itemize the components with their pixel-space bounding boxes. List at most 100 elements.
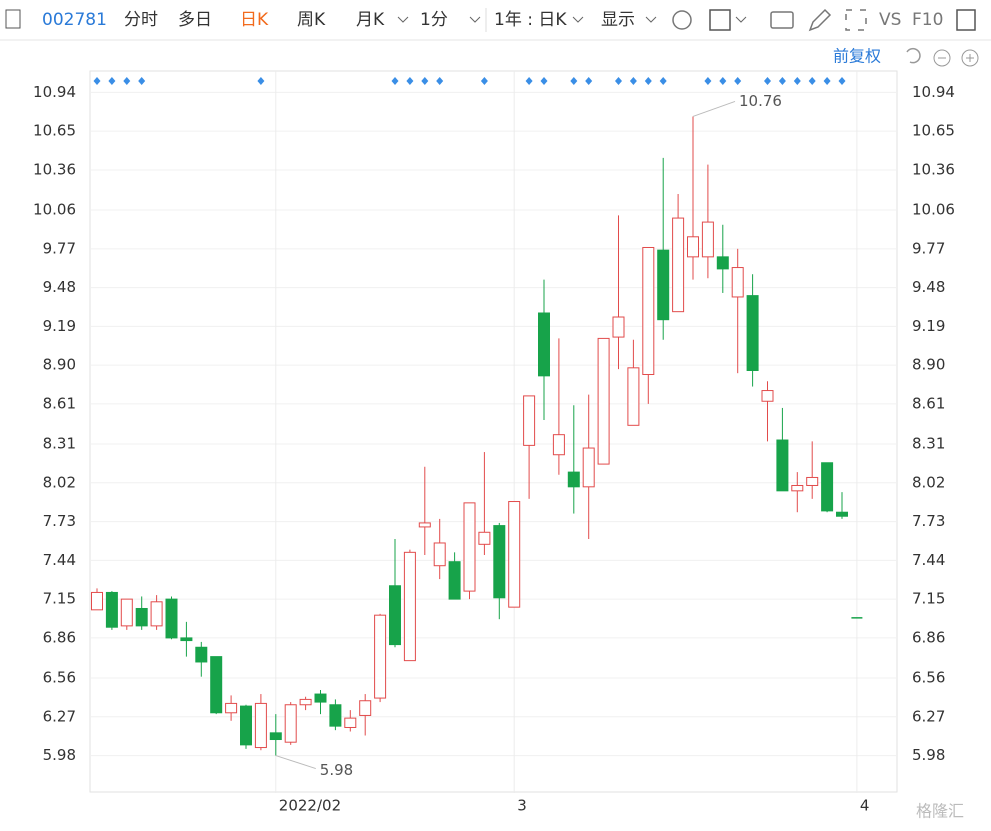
y-tick-label: 7.15 xyxy=(43,590,76,608)
tab[interactable]: 显示 xyxy=(601,10,635,30)
y-tick-label: 5.98 xyxy=(43,746,76,764)
candle-body xyxy=(627,367,640,426)
tab[interactable]: 分时 xyxy=(124,10,158,30)
candle-body xyxy=(672,217,685,313)
y-tick-label: 8.31 xyxy=(43,435,76,453)
y-tick-label: 9.48 xyxy=(43,278,76,296)
y-tick-label: 10.06 xyxy=(33,201,76,219)
candle-body xyxy=(180,637,193,642)
event-marker xyxy=(123,77,131,85)
dropdown-arrow xyxy=(397,16,409,23)
checkbox-icon[interactable] xyxy=(709,9,731,31)
candle-body xyxy=(105,591,118,628)
camera-icon[interactable] xyxy=(770,11,794,29)
event-marker xyxy=(629,77,637,85)
candle-body xyxy=(701,221,714,258)
event-marker xyxy=(570,77,578,85)
vs-button[interactable]: VS xyxy=(879,10,901,30)
y-tick-label-right: 10.06 xyxy=(912,201,955,219)
y-tick-label-right: 8.90 xyxy=(912,356,945,374)
stock-code[interactable]: 002781 xyxy=(42,10,107,30)
candle-body xyxy=(269,732,282,741)
candle-body xyxy=(776,439,789,492)
y-tick-label-right: 8.31 xyxy=(912,435,945,453)
adjust-button[interactable]: 前复权 xyxy=(833,47,881,66)
tab-active[interactable]: 日K xyxy=(240,10,269,30)
event-marker xyxy=(525,77,533,85)
fullscreen-icon[interactable] xyxy=(845,9,867,31)
x-tick-label: 3 xyxy=(517,797,527,815)
candle-body xyxy=(642,246,655,376)
candle-body xyxy=(806,476,819,486)
zoom-out-icon[interactable] xyxy=(933,49,951,67)
y-tick-label-right: 7.15 xyxy=(912,590,945,608)
candle-body xyxy=(403,551,416,662)
y-tick-label-right: 9.48 xyxy=(912,278,945,296)
candle-body xyxy=(731,267,744,298)
tab[interactable]: 1年 : 日K xyxy=(494,10,567,30)
event-marker xyxy=(793,77,801,85)
tab[interactable]: 月K xyxy=(356,10,385,30)
candle-body xyxy=(165,598,178,639)
annotation: 5.98 xyxy=(320,761,353,779)
event-marker xyxy=(421,77,429,85)
event-marker xyxy=(644,77,652,85)
annotation-leader xyxy=(275,755,316,770)
y-tick-label-right: 10.36 xyxy=(912,160,955,178)
candle-body xyxy=(523,395,536,446)
event-marker xyxy=(257,77,265,85)
zoom-in-icon xyxy=(966,54,974,62)
y-tick-label-right: 6.27 xyxy=(912,707,945,725)
tab[interactable]: 1分 xyxy=(420,10,448,30)
zoom-in-icon[interactable] xyxy=(961,49,979,67)
y-tick-label-right: 8.02 xyxy=(912,473,945,491)
candle-body xyxy=(582,447,595,488)
tab[interactable]: 多日 xyxy=(178,10,212,30)
candle-body xyxy=(329,704,342,727)
dropdown-arrow xyxy=(645,16,657,23)
draw-icon[interactable] xyxy=(808,8,832,32)
watermark: 格隆汇 xyxy=(916,802,964,821)
event-marker xyxy=(764,77,771,85)
y-tick-label-right: 7.73 xyxy=(912,512,945,530)
candle-body xyxy=(567,471,580,488)
candle-body xyxy=(657,249,670,321)
candle-body xyxy=(135,607,148,627)
dropdown-arrow xyxy=(735,16,747,23)
sidebar-icon[interactable] xyxy=(5,9,21,29)
candle-body xyxy=(120,598,133,627)
event-marker xyxy=(778,77,786,85)
event-marker xyxy=(391,77,399,85)
event-marker xyxy=(436,77,444,85)
candle-body xyxy=(791,484,804,492)
candle-body xyxy=(359,700,372,716)
event-marker xyxy=(93,77,101,85)
tab[interactable]: 周K xyxy=(297,10,326,30)
event-marker xyxy=(838,77,846,85)
event-marker xyxy=(659,77,667,85)
y-tick-label: 6.27 xyxy=(43,707,76,725)
event-marker xyxy=(615,77,622,85)
candle-body xyxy=(314,693,327,703)
event-marker xyxy=(480,77,488,85)
plot-frame xyxy=(89,70,898,793)
f10-button[interactable]: F10 xyxy=(912,10,943,30)
y-tick-label: 10.65 xyxy=(33,122,76,140)
event-marker xyxy=(585,77,593,85)
x-tick-label: 4 xyxy=(860,797,870,815)
y-tick-label-right: 7.44 xyxy=(912,551,945,569)
x-tick-label: 2022/02 xyxy=(279,797,341,815)
y-tick-label-right: 5.98 xyxy=(912,746,945,764)
candle-body xyxy=(254,702,267,749)
event-marker xyxy=(719,77,727,85)
y-tick-label: 7.73 xyxy=(43,512,76,530)
y-tick-label: 9.19 xyxy=(43,317,76,335)
undo-icon[interactable] xyxy=(906,47,921,64)
panel-icon[interactable] xyxy=(956,9,976,31)
candle-body xyxy=(240,705,252,746)
candle-body xyxy=(716,256,729,270)
y-tick-label-right: 6.86 xyxy=(912,628,945,646)
candle-body xyxy=(210,656,223,714)
settings-icon[interactable] xyxy=(672,10,692,30)
